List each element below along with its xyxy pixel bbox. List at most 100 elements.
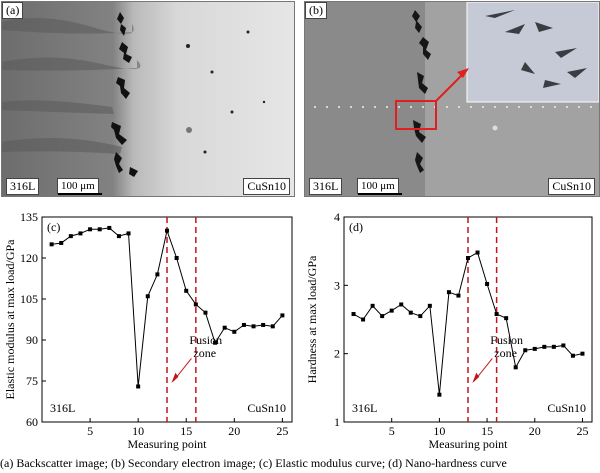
chart-d-x-tick-label: 20 <box>529 424 541 438</box>
elastic-modulus-chart: (c) 5 10 15 20 25 60 75 90 105 120 135 Measuring poi… <box>3 210 293 451</box>
chart-c-y-tick-label: 105 <box>20 292 38 306</box>
chart-c-y-axis-label: Elastic modulus at max load/GPa <box>3 239 17 400</box>
chart-d-data-point <box>418 314 423 319</box>
chart-d-data-point <box>475 250 480 255</box>
chart-c-annotation-line: Fusion <box>189 333 222 347</box>
chart-c-data-point <box>136 384 141 389</box>
chart-c-data-point <box>261 322 266 327</box>
chart-d-y-tick-label: 1 <box>334 415 340 429</box>
chart-d-x-axis-label: Measuring point <box>429 437 509 451</box>
chart-d-y-tick-label: 3 <box>334 278 340 292</box>
chart-d-y-axis-label: Hardness at max load/GPa <box>305 255 319 383</box>
chart-c-data-point <box>88 227 93 232</box>
chart-d-316l-label: 316L <box>352 401 377 415</box>
chart-d-data-point <box>389 308 394 313</box>
chart-d-data-point <box>380 314 385 319</box>
chart-c-data-point <box>203 310 208 315</box>
chart-d-data-point <box>466 256 470 260</box>
chart-c-x-axis-label: Measuring point <box>128 437 208 451</box>
chart-d-data-point <box>456 293 461 298</box>
chart-d-data-point <box>542 344 547 349</box>
chart-d-data-point <box>427 303 432 308</box>
chart-c-data-point <box>97 227 102 232</box>
chart-d-data-point <box>504 316 509 321</box>
chart-d-annotation-line: Fusion <box>490 333 523 347</box>
chart-c-y-tick-label: 75 <box>26 374 38 388</box>
panel-a-cusn10-label: CuSn10 <box>243 178 290 195</box>
chart-c-data-point <box>184 288 189 293</box>
chart-d-x-tick-label: 25 <box>576 424 588 438</box>
chart-c-y-tick-label: 135 <box>20 210 38 224</box>
backscatter-image: (a) 316L 100 μm CuSn10 <box>1 1 295 197</box>
chart-c-data-point <box>241 322 246 327</box>
chart-d-data-point <box>580 351 585 356</box>
chart-c-data-point <box>155 272 160 277</box>
panel-b-scale-label: 100 μm <box>357 178 399 194</box>
chart-d-data-point <box>446 290 451 295</box>
chart-d-data-point <box>570 353 575 358</box>
chart-d-data-point <box>551 344 556 349</box>
chart-c-x-tick-label: 25 <box>276 424 288 438</box>
chart-d-data-point <box>370 303 375 308</box>
chart-c-annotation-line: zone <box>193 346 216 360</box>
hardness-chart: (d) 5 10 15 20 25 1 2 3 4 Measuring point Hardness … <box>305 210 593 451</box>
chart-d-data-point <box>485 281 490 286</box>
chart-c-y-tick-label: 60 <box>26 415 38 429</box>
chart-d-data-point <box>561 343 566 348</box>
secondary-electron-micrograph <box>305 2 599 196</box>
panel-a-316l-label: 316L <box>6 178 40 195</box>
chart-c-data-point <box>145 294 150 299</box>
chart-d-y-tick-label: 4 <box>334 210 340 224</box>
backscatter-micrograph <box>2 2 294 196</box>
chart-c-cusn10-label: CuSn10 <box>247 401 286 415</box>
chart-c-y-tick-label: 120 <box>20 251 38 265</box>
chart-c-data-point <box>280 313 285 318</box>
chart-d-data-point <box>437 392 442 397</box>
chart-c-annotation-arrowhead <box>171 372 179 384</box>
chart-c-x-tick-label: 5 <box>87 424 93 438</box>
chart-c-x-tick-label: 20 <box>228 424 240 438</box>
panel-a-scale-label: 100 μm <box>57 178 99 194</box>
chart-c-data-point <box>270 324 275 329</box>
panel-a-scale-bar <box>58 193 102 195</box>
chart-d-annotation-arrowhead <box>472 372 480 384</box>
chart-c-panel-tag: (c) <box>47 220 60 234</box>
chart-d-annotation-line: zone <box>494 346 517 360</box>
chart-c-y-tick-label: 90 <box>26 333 38 347</box>
chart-c-data-point <box>232 329 237 334</box>
chart-c-data-point <box>213 340 218 345</box>
chart-d-y-tick-label: 2 <box>334 347 340 361</box>
chart-d-data-point <box>523 348 528 353</box>
chart-d-data-point <box>513 365 518 370</box>
chart-c-data-point <box>116 234 121 239</box>
chart-c-x-tick-label: 10 <box>132 424 144 438</box>
secondary-electron-image: (b) 316L 100 μm CuSn10 <box>304 1 600 197</box>
chart-c-data-point <box>59 240 64 245</box>
panel-b-tag: (b) <box>305 2 327 19</box>
chart-d-x-tick-label: 15 <box>481 424 493 438</box>
chart-d-data-point <box>408 310 413 315</box>
chart-d-data-point <box>351 312 356 317</box>
chart-c-data-point <box>126 231 131 236</box>
chart-c-data-point <box>78 231 83 236</box>
chart-c-x-tick-label: 15 <box>180 424 192 438</box>
chart-d-cusn10-label: CuSn10 <box>547 401 586 415</box>
chart-c-data-point <box>193 302 198 307</box>
chart-d-data-point <box>399 302 404 307</box>
chart-c-data-point <box>251 324 256 329</box>
chart-d-data-point <box>532 346 537 351</box>
figure-caption: (a) Backscatter image; (b) Secondary ele… <box>0 456 507 470</box>
chart-d-data-point <box>361 317 366 322</box>
chart-c-data-point <box>222 325 227 330</box>
chart-d-panel-tag: (d) <box>349 220 363 234</box>
chart-c-data-point <box>174 256 179 260</box>
chart-c-data-point <box>107 225 112 230</box>
panel-b-316l-label: 316L <box>309 178 343 195</box>
panel-b-scale-bar <box>358 193 402 195</box>
chart-c-316l-label: 316L <box>50 401 75 415</box>
chart-c-data-point <box>49 242 54 247</box>
chart-c-data-point <box>165 228 169 233</box>
chart-c-data-point <box>68 234 73 239</box>
panel-a-tag: (a) <box>2 2 24 19</box>
panel-b-cusn10-label: CuSn10 <box>548 178 595 195</box>
